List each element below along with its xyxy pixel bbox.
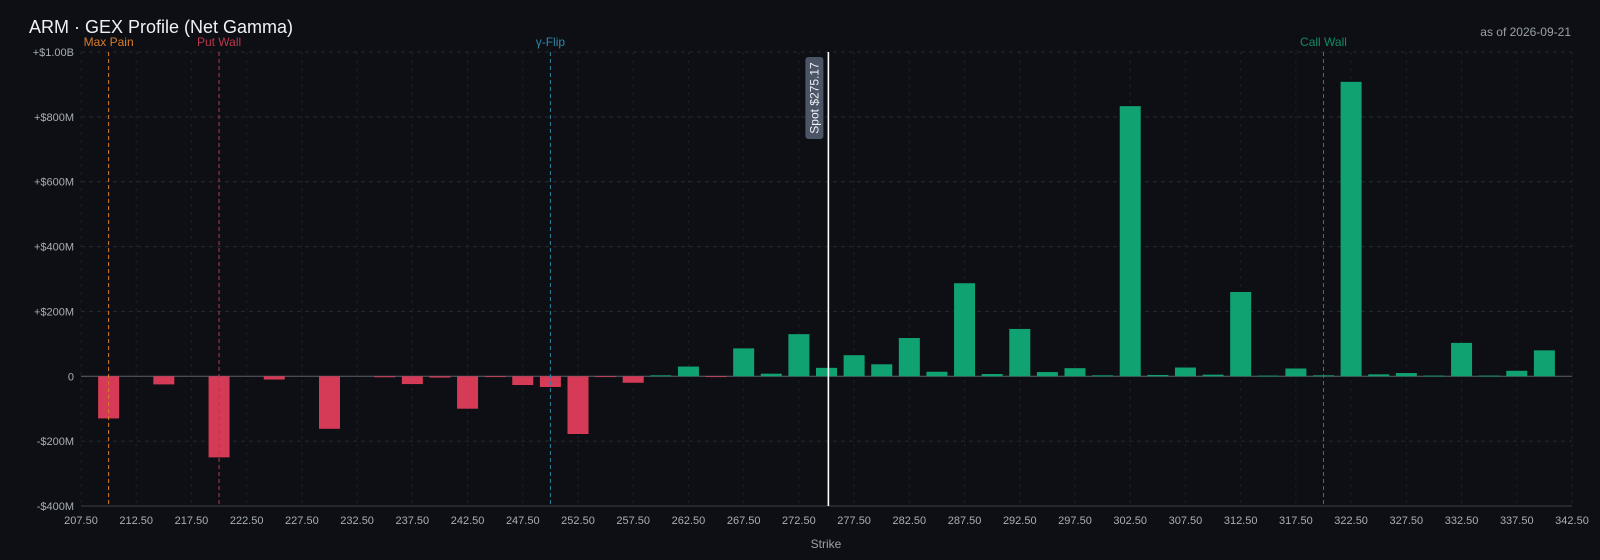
bar [871, 364, 893, 377]
bar [153, 376, 175, 385]
marker-label: Call Wall [1300, 35, 1347, 49]
bar [457, 376, 479, 409]
y-tick-label: +$800M [34, 112, 74, 124]
x-tick-label: 307.50 [1169, 515, 1203, 527]
x-tick-label: 232.50 [340, 515, 374, 527]
x-tick-label: 267.50 [727, 515, 761, 527]
bar [429, 376, 451, 378]
y-tick-label: +$200M [34, 306, 74, 318]
bar [622, 376, 644, 383]
x-tick-label: 222.50 [230, 515, 264, 527]
bar [1092, 375, 1114, 377]
x-tick-label: 287.50 [948, 515, 982, 527]
x-tick-label: 292.50 [1003, 515, 1037, 527]
x-tick-label: 337.50 [1500, 515, 1534, 527]
bar [981, 374, 1003, 377]
x-tick-label: 242.50 [451, 515, 485, 527]
as-of-date: as of 2026-09-21 [1480, 25, 1571, 39]
bar [650, 375, 672, 377]
bar [1451, 342, 1473, 377]
x-tick-label: 272.50 [782, 515, 816, 527]
bar [1340, 81, 1362, 377]
x-tick-label: 227.50 [285, 515, 319, 527]
bar [401, 376, 423, 385]
bar [1423, 375, 1445, 377]
x-tick-label: 212.50 [119, 515, 153, 527]
y-tick-label: -$200M [37, 436, 74, 448]
bar [595, 376, 617, 378]
bar [263, 376, 285, 380]
bar [1230, 291, 1252, 377]
bar [512, 376, 534, 386]
x-tick-label: 332.50 [1445, 515, 1479, 527]
bar [484, 376, 506, 378]
y-tick-label: +$600M [34, 177, 74, 189]
x-tick-label: 297.50 [1058, 515, 1092, 527]
marker-label: γ-Flip [536, 35, 566, 49]
marker-label: Max Pain [84, 35, 134, 49]
bar [1036, 372, 1058, 377]
y-tick-label: +$400M [34, 242, 74, 254]
bar [1064, 368, 1086, 377]
bar [319, 376, 340, 429]
x-tick-label: 247.50 [506, 515, 540, 527]
bar [1174, 367, 1196, 377]
x-tick-label: 322.50 [1334, 515, 1368, 527]
x-tick-label: 317.50 [1279, 515, 1313, 527]
bar [705, 376, 727, 378]
x-tick-label: 302.50 [1113, 515, 1147, 527]
bar [1119, 106, 1141, 377]
bar [1478, 375, 1500, 377]
bar [926, 371, 948, 377]
x-tick-label: 237.50 [396, 515, 430, 527]
bar [1009, 328, 1031, 377]
bar [567, 376, 589, 435]
spot-label-box [805, 57, 824, 139]
bar [374, 376, 396, 378]
x-tick-label: 327.50 [1390, 515, 1424, 527]
bar [1147, 374, 1169, 377]
bar [954, 283, 976, 377]
bar [816, 367, 837, 377]
marker-label: Put Wall [197, 35, 241, 49]
x-tick-label: 312.50 [1224, 515, 1258, 527]
bar [1395, 373, 1417, 377]
x-tick-label: 257.50 [616, 515, 650, 527]
bar [1202, 374, 1224, 377]
x-tick-label: 262.50 [672, 515, 706, 527]
spot-label: Spot $275.17 [807, 62, 821, 134]
x-tick-label: 282.50 [893, 515, 927, 527]
bar [1285, 368, 1307, 377]
x-axis-title: Strike [810, 537, 842, 551]
bar [677, 366, 699, 377]
bar [1533, 350, 1555, 377]
x-tick-label: 342.50 [1555, 515, 1589, 527]
x-tick-label: 217.50 [175, 515, 209, 527]
bar [760, 373, 782, 377]
bar [1368, 374, 1390, 377]
bar [1506, 370, 1528, 377]
x-tick-label: 277.50 [837, 515, 871, 527]
y-tick-label: -$400M [37, 501, 74, 513]
chart-title: ARM · GEX Profile (Net Gamma) [29, 17, 294, 37]
bar [898, 338, 920, 377]
bar [733, 348, 755, 377]
y-tick-label: +$1.00B [33, 47, 74, 59]
y-tick-label: 0 [68, 371, 74, 383]
bar [1257, 375, 1279, 377]
bar [788, 334, 810, 377]
x-tick-label: 207.50 [64, 515, 98, 527]
x-tick-label: 252.50 [561, 515, 595, 527]
bar [843, 355, 865, 377]
